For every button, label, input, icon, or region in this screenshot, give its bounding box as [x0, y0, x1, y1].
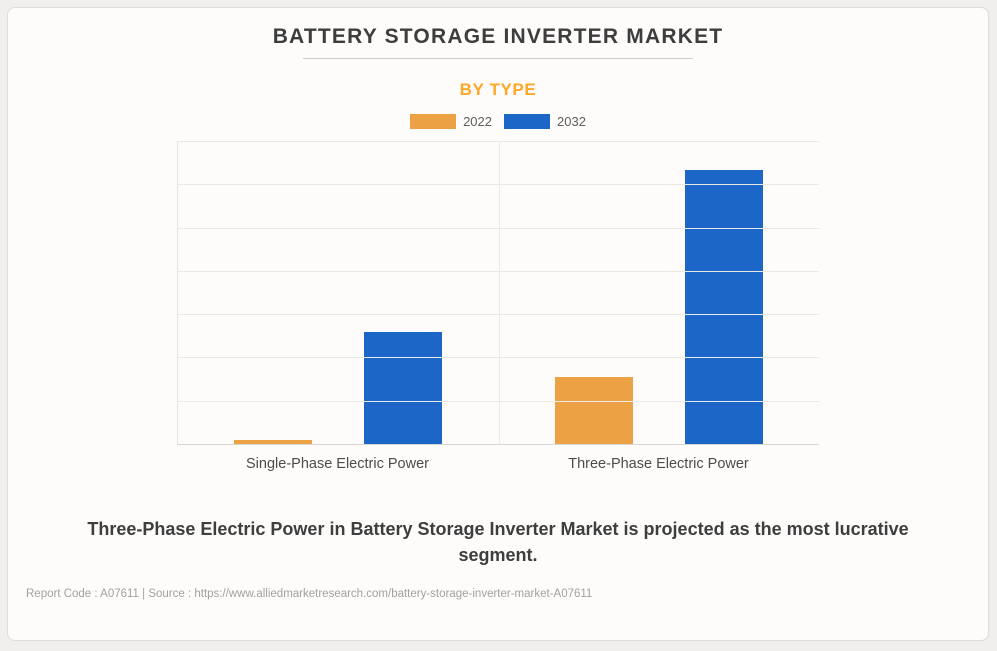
- gridline: [178, 270, 819, 272]
- bar-2032-single-phase-electric-power[interactable]: [364, 331, 443, 444]
- bars-layer: [178, 141, 819, 444]
- legend-item-2022: 2022: [410, 113, 492, 129]
- category-label-text: Single-Phase Electric Power: [246, 456, 429, 472]
- report-footer: Report Code : A07611 | Source : https://…: [26, 587, 593, 600]
- legend-label-2032: 2032: [557, 113, 586, 129]
- bar-2022-three-phase-electric-power[interactable]: [554, 376, 633, 444]
- plot-area: [177, 141, 819, 445]
- gridline: [178, 357, 819, 359]
- legend-item-2032: 2032: [504, 113, 586, 129]
- bar-2022-single-phase-electric-power[interactable]: [234, 440, 313, 444]
- gridline: [178, 400, 819, 402]
- legend-label-2022: 2022: [463, 113, 492, 129]
- chart-subtitle: BY TYPE: [459, 80, 537, 99]
- gridline: [178, 141, 819, 142]
- bar-2032-three-phase-electric-power[interactable]: [684, 169, 763, 444]
- gridline: [178, 184, 819, 186]
- category-group-three-phase-electric-power: [499, 141, 820, 444]
- category-label-three-phase-electric-power: Three-Phase Electric Power: [498, 454, 819, 476]
- category-group-single-phase-electric-power: [178, 141, 499, 444]
- x-axis-labels: Single-Phase Electric Power Three-Phase E…: [177, 445, 819, 476]
- chart-card: BATTERY STORAGE INVERTER MARKET BY TYPE …: [7, 7, 989, 641]
- category-label-single-phase-electric-power: Single-Phase Electric Power: [177, 454, 498, 476]
- caption-text: Three-Phase Electric Power in Battery St…: [87, 518, 909, 565]
- legend-swatch-2032: [504, 113, 550, 129]
- chart-legend: 2022 2032: [8, 113, 988, 129]
- title-divider: [303, 58, 693, 59]
- category-label-text: Three-Phase Electric Power: [568, 456, 749, 472]
- legend-swatch-2022: [410, 113, 457, 129]
- gridline: [178, 227, 819, 229]
- gridline: [178, 314, 819, 316]
- category-separator-gridline: [498, 141, 500, 444]
- chart-title: BATTERY STORAGE INVERTER MARKET: [272, 25, 724, 48]
